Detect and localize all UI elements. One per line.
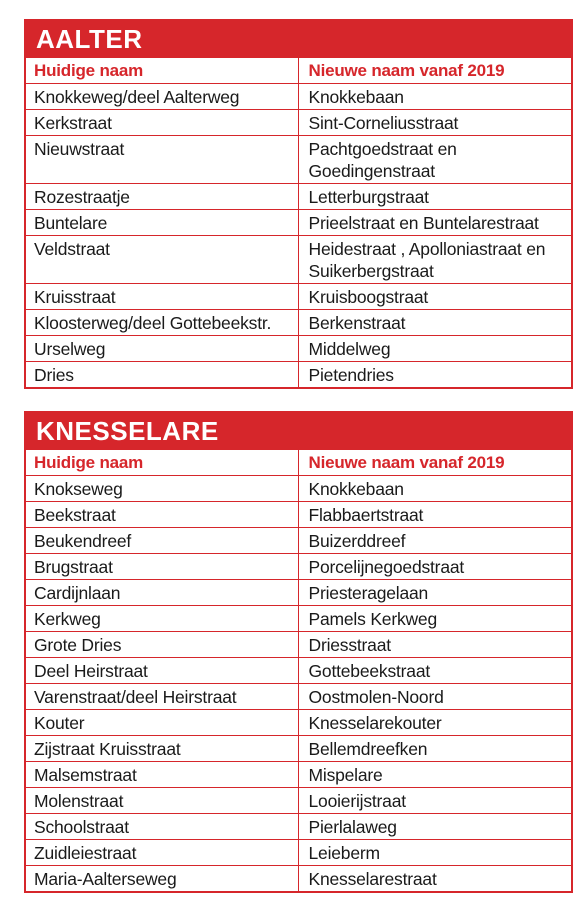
- new-name-cell: Gottebeekstraat: [297, 657, 571, 684]
- new-name-cell: Prieelstraat en Buntelarestraat: [297, 209, 571, 236]
- new-name-cell: Knesselarestraat: [297, 865, 571, 891]
- new-name-cell: Bellemdreefken: [297, 735, 571, 762]
- current-name-cell: Kouter: [26, 709, 298, 736]
- new-name-cell: Sint-Corneliusstraat: [297, 109, 571, 136]
- current-name-cell: Malsemstraat: [26, 761, 298, 788]
- current-name-cell: Grote Dries: [26, 631, 298, 658]
- new-name-cell: Knesselarekouter: [297, 709, 571, 736]
- current-name-cell: Beukendreef: [26, 527, 298, 554]
- section-title: AALTER: [26, 21, 571, 58]
- table-row: Maria-Aalterseweg Knesselarestraat: [26, 865, 571, 891]
- table-row: Brugstraat Porcelijnegoedstraat: [26, 553, 571, 580]
- knesselare-panel: KNESSELARE Huidige naam Nieuwe naam vana…: [24, 411, 573, 893]
- table-row: Varenstraat/deel Heirstraat Oostmolen-Noo…: [26, 683, 571, 710]
- new-name-cell: Letterburgstraat: [297, 183, 571, 210]
- table-row: Beukendreef Buizerddreef: [26, 527, 571, 554]
- current-name-cell: Rozestraatje: [26, 183, 298, 210]
- table-row: Dries Pietendries: [26, 361, 571, 387]
- current-name-cell: Zijstraat Kruisstraat: [26, 735, 298, 762]
- street-table: Huidige naam Nieuwe naam vanaf 2019 Knok…: [26, 58, 571, 387]
- new-name-cell: Oostmolen-Noord: [297, 683, 571, 710]
- table-row: Beekstraat Flabbaertstraat: [26, 501, 571, 528]
- street-table: Huidige naam Nieuwe naam vanaf 2019 Knok…: [26, 450, 571, 891]
- table-row: Kloosterweg/deel Gottebeekstr. Berkenstra…: [26, 309, 571, 336]
- current-name-cell: Urselweg: [26, 335, 298, 362]
- new-name-cell: Knokkebaan: [297, 83, 571, 110]
- column-header-current-name: Huidige naam: [26, 58, 298, 84]
- table-row: Deel Heirstraat Gottebeekstraat: [26, 657, 571, 684]
- table-row: Molenstraat Looierijstraat: [26, 787, 571, 814]
- new-name-cell: Looierijstraat: [297, 787, 571, 814]
- table-row: Knokseweg Knokkebaan: [26, 475, 571, 502]
- new-name-cell: Pietendries: [297, 361, 571, 387]
- header-row: Huidige naam Nieuwe naam vanaf 2019: [26, 58, 571, 84]
- new-name-cell: Berkenstraat: [297, 309, 571, 336]
- table-row: Buntelare Prieelstraat en Buntelarestraat: [26, 209, 571, 236]
- column-header-new-name: Nieuwe naam vanaf 2019: [297, 58, 571, 84]
- new-name-cell: Pachtgoedstraat en Goedingenstraat: [297, 135, 571, 184]
- current-name-cell: Schoolstraat: [26, 813, 298, 840]
- table-row: Schoolstraat Pierlalaweg: [26, 813, 571, 840]
- new-name-cell: Pierlalaweg: [297, 813, 571, 840]
- table-row: Veldstraat Heidestraat , Apolloniastraat …: [26, 235, 571, 284]
- new-name-cell: Priesteragelaan: [297, 579, 571, 606]
- table-row: Kruisstraat Kruisboogstraat: [26, 283, 571, 310]
- new-name-cell: Flabbaertstraat: [297, 501, 571, 528]
- new-name-cell: Porcelijnegoedstraat: [297, 553, 571, 580]
- table-row: Zuidleiestraat Leieberm: [26, 839, 571, 866]
- current-name-cell: Nieuwstraat: [26, 135, 298, 184]
- new-name-cell: Driesstraat: [297, 631, 571, 658]
- aalter-panel: AALTER Huidige naam Nieuwe naam vanaf 20…: [24, 19, 573, 389]
- current-name-cell: Knokseweg: [26, 475, 298, 502]
- current-name-cell: Kloosterweg/deel Gottebeekstr.: [26, 309, 298, 336]
- table-row: Nieuwstraat Pachtgoedstraat en Goedingens…: [26, 135, 571, 184]
- new-name-cell: Pamels Kerkweg: [297, 605, 571, 632]
- current-name-cell: Dries: [34, 365, 74, 385]
- table-row: Urselweg Middelweg: [26, 335, 571, 362]
- new-name-cell: Buizerddreef: [297, 527, 571, 554]
- new-name-cell: Knokkebaan: [297, 475, 571, 502]
- table-row: Kerkstraat Sint-Corneliusstraat: [26, 109, 571, 136]
- table-row: Kouter Knesselarekouter: [26, 709, 571, 736]
- current-name-cell: Knokkeweg/deel Aalterweg: [26, 83, 298, 110]
- table-row: Grote Dries Driesstraat: [26, 631, 571, 658]
- table-row: Rozestraatje Letterburgstraat: [26, 183, 571, 210]
- column-header-current-name: Huidige naam: [26, 450, 298, 476]
- current-name-cell: Buntelare: [26, 209, 298, 236]
- header-row: Huidige naam Nieuwe naam vanaf 2019: [26, 450, 571, 476]
- section-title: KNESSELARE: [26, 413, 571, 450]
- new-name-cell: Heidestraat , Apolloniastraat en Suikerb…: [297, 235, 571, 284]
- current-name-cell: Veldstraat: [26, 235, 298, 284]
- table-row: Knokkeweg/deel Aalterweg Knokkebaan: [26, 83, 571, 110]
- current-name-cell: Kruisstraat: [26, 283, 298, 310]
- current-name-cell: Brugstraat: [26, 553, 298, 580]
- current-name-cell: Kerkweg: [26, 605, 298, 632]
- table-row: Zijstraat Kruisstraat Bellemdreefken: [26, 735, 571, 762]
- current-name-cell: Maria-Aalterseweg: [34, 869, 177, 889]
- new-name-cell: Leieberm: [297, 839, 571, 866]
- current-name-cell: Zuidleiestraat: [26, 839, 298, 866]
- table-row: Cardijnlaan Priesteragelaan: [26, 579, 571, 606]
- new-name-cell: Mispelare: [297, 761, 571, 788]
- table-row: Malsemstraat Mispelare: [26, 761, 571, 788]
- current-name-cell: Deel Heirstraat: [26, 657, 298, 684]
- table-row: Kerkweg Pamels Kerkweg: [26, 605, 571, 632]
- current-name-cell: Varenstraat/deel Heirstraat: [26, 683, 298, 710]
- current-name-cell: Molenstraat: [26, 787, 298, 814]
- new-name-cell: Kruisboogstraat: [297, 283, 571, 310]
- new-name-cell: Middelweg: [297, 335, 571, 362]
- current-name-cell: Beekstraat: [26, 501, 298, 528]
- current-name-cell: Cardijnlaan: [26, 579, 298, 606]
- column-header-new-name: Nieuwe naam vanaf 2019: [297, 450, 571, 476]
- current-name-cell: Kerkstraat: [26, 109, 298, 136]
